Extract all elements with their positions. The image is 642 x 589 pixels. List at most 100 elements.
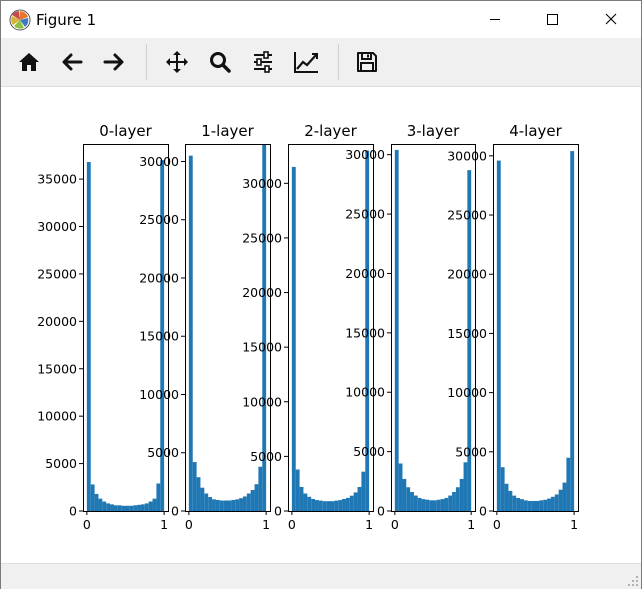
histogram-bar xyxy=(311,498,316,511)
y-tick-label: 5000 xyxy=(147,445,179,460)
histogram-bar xyxy=(231,499,236,511)
histogram-bar xyxy=(413,495,418,511)
y-tick-label: 35000 xyxy=(37,172,77,187)
figure-canvas[interactable]: 0-layer 0 5000 10000 15000 20000 25000 30000 350… xyxy=(1,87,641,563)
histogram-bar xyxy=(250,490,255,511)
edit-axis-button[interactable] xyxy=(290,46,322,78)
y-tick-label: 10000 xyxy=(37,409,77,424)
histogram-bar xyxy=(204,493,209,511)
y-tick-label: 15000 xyxy=(242,340,282,355)
forward-button[interactable] xyxy=(98,46,130,78)
histogram-bar xyxy=(448,495,453,511)
x-tick-label: 0 xyxy=(288,517,296,532)
y-tick-label: 5000 xyxy=(45,456,77,471)
histogram-bar xyxy=(133,505,138,511)
save-button[interactable] xyxy=(351,46,383,78)
maximize-button[interactable] xyxy=(523,1,581,38)
histogram-bar xyxy=(106,503,111,511)
x-tick-label: 0 xyxy=(493,517,501,532)
histogram-bar xyxy=(338,500,343,511)
histogram-bar xyxy=(527,500,532,511)
histogram-bar xyxy=(429,500,433,511)
histogram-bar xyxy=(156,483,161,511)
histogram-bar xyxy=(90,484,95,511)
y-tick-label: 30000 xyxy=(242,176,282,191)
histogram-bar xyxy=(215,499,220,511)
y-tick-label: 15000 xyxy=(447,326,487,341)
histogram-bar xyxy=(496,160,501,511)
zoom-button[interactable] xyxy=(204,46,236,78)
move-icon xyxy=(166,51,188,73)
histogram-bar xyxy=(459,478,464,511)
histogram-bar xyxy=(345,497,350,511)
histogram-bar xyxy=(208,497,213,511)
x-tick-label: 0 xyxy=(391,517,399,532)
histogram-bar xyxy=(425,499,430,511)
histogram-bar xyxy=(121,505,126,511)
x-tick-label: 0 xyxy=(83,517,91,532)
close-button[interactable] xyxy=(582,1,640,38)
histogram-bar xyxy=(322,501,327,511)
histogram-bar xyxy=(440,499,445,511)
home-button[interactable] xyxy=(13,46,45,78)
y-tick-label: 20000 xyxy=(37,314,77,329)
histogram-bar xyxy=(566,457,571,511)
histogram-bar xyxy=(353,492,358,511)
histogram-bar xyxy=(98,498,103,511)
histogram-bar xyxy=(406,487,411,511)
floppy-disk-icon xyxy=(357,52,377,72)
minimize-icon xyxy=(490,19,500,20)
back-button[interactable] xyxy=(56,46,88,78)
histogram-bar xyxy=(467,170,472,511)
y-tick-label: 15000 xyxy=(139,329,179,344)
subplot-title: 0-layer xyxy=(99,122,152,140)
histogram-bar xyxy=(539,500,544,511)
y-tick-label: 30000 xyxy=(37,219,77,234)
histogram-bar xyxy=(547,498,551,511)
maximize-icon xyxy=(547,14,558,25)
histogram-bar xyxy=(200,487,205,511)
histogram-bar xyxy=(365,150,370,512)
subplot-title: 2-layer xyxy=(304,122,357,140)
y-tick-label: 30000 xyxy=(345,147,385,162)
histogram-bar xyxy=(433,500,437,511)
axes-frame xyxy=(391,144,476,512)
histogram-bar xyxy=(504,483,509,511)
y-tick-label: 25000 xyxy=(242,230,282,245)
histogram-bar xyxy=(102,501,107,511)
histogram-figure[interactable]: 0-layer 0 5000 10000 15000 20000 25000 30000 350… xyxy=(1,87,641,563)
y-tick-label: 0 xyxy=(69,504,77,519)
histogram-bar xyxy=(258,466,263,511)
histogram-bar xyxy=(334,500,339,511)
histogram-bar xyxy=(463,462,468,511)
y-tick-label: 20000 xyxy=(345,266,385,281)
resize-grip-icon[interactable] xyxy=(627,575,639,587)
axes-frame xyxy=(83,144,169,512)
histogram-bar xyxy=(125,505,130,511)
histogram-bar xyxy=(508,490,513,511)
histogram-bar xyxy=(144,503,149,511)
configure-subplots-button[interactable] xyxy=(247,46,279,78)
title-bar[interactable]: Figure 1 xyxy=(1,1,641,38)
histogram-bar xyxy=(402,478,407,511)
histogram-bar xyxy=(558,489,563,511)
histogram-bar xyxy=(436,499,441,511)
histogram-bar xyxy=(444,497,449,511)
y-tick-label: 20000 xyxy=(242,285,282,300)
y-tick-label: 5000 xyxy=(353,444,385,459)
histogram-bar xyxy=(361,471,366,511)
histogram-bar xyxy=(326,501,331,511)
histogram-bar xyxy=(543,499,548,511)
histogram-bar xyxy=(94,493,99,511)
y-tick-label: 30000 xyxy=(447,148,487,163)
subplot-0: 0-layer 0 5000 10000 15000 20000 25000 30000 350… xyxy=(37,122,169,532)
histogram-bar xyxy=(417,497,422,511)
minimize-button[interactable] xyxy=(465,1,523,38)
histogram-bar xyxy=(113,505,118,511)
histogram-bar xyxy=(357,486,362,511)
pan-button[interactable] xyxy=(161,46,193,78)
histogram-bar xyxy=(86,162,91,511)
